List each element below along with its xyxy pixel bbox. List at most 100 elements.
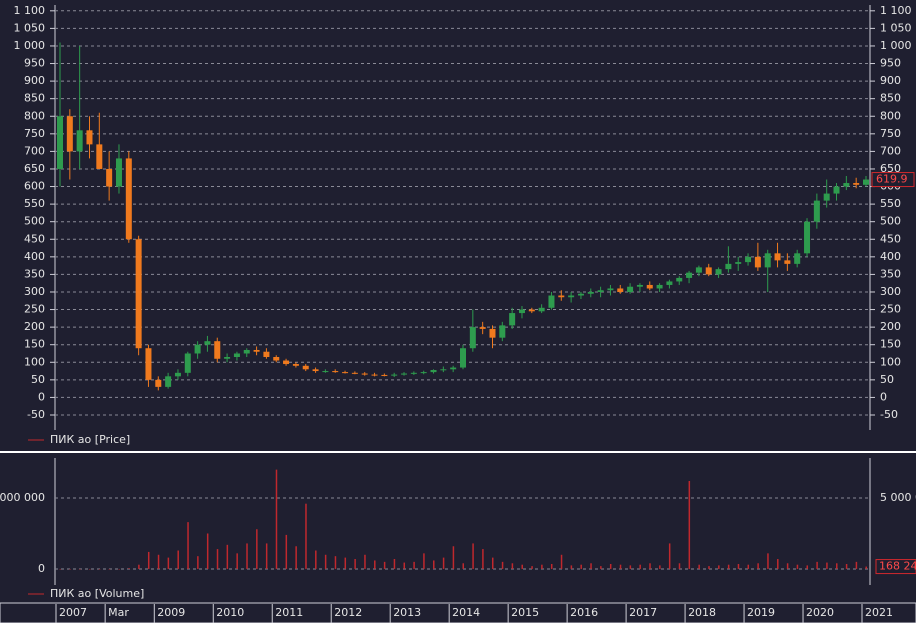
volume-bar <box>88 568 91 570</box>
y-tick-label-right: 750 <box>880 127 901 140</box>
candle-body <box>371 374 378 376</box>
volume-bar <box>403 562 406 569</box>
candle-body <box>587 291 594 294</box>
y-tick-label-right: 1 000 <box>880 39 912 52</box>
candle-body <box>784 260 791 264</box>
candle-body <box>224 357 231 359</box>
candle-body <box>813 200 820 222</box>
candle-body <box>705 267 712 275</box>
volume-bar <box>560 554 563 569</box>
x-tick-label: 2019 <box>747 606 775 619</box>
volume-bar <box>118 568 120 570</box>
x-tick-label: 2018 <box>688 606 716 619</box>
candle-body <box>302 365 309 370</box>
volume-bar <box>69 568 71 570</box>
volume-bar <box>275 469 278 569</box>
volume-bar <box>649 563 651 569</box>
volume-bar <box>629 565 632 569</box>
volume-bar <box>688 480 691 569</box>
candle-body <box>332 371 339 373</box>
y-tick-label-right: 100 <box>880 355 901 368</box>
candle-body <box>823 193 830 201</box>
x-tick-label: 2009 <box>157 606 185 619</box>
y-tick-label-right: 5 000 000 <box>880 491 916 504</box>
legend-price: ПИК ао [Price] <box>50 433 130 446</box>
volume-bar <box>128 568 130 569</box>
x-tick-label: 2014 <box>452 606 480 619</box>
candle-body <box>577 293 584 296</box>
candle-body <box>430 370 437 373</box>
y-tick-label-right: 200 <box>880 320 901 333</box>
last-volume-box <box>875 559 916 575</box>
candle-body <box>636 284 643 287</box>
candle-body <box>450 367 457 370</box>
volume-bar <box>433 560 435 569</box>
y-tick-label-right: 150 <box>880 338 901 351</box>
y-tick-label: 500 <box>24 215 45 228</box>
volume-bar <box>737 563 740 569</box>
candle-body <box>469 327 476 349</box>
volume-bar <box>845 563 848 569</box>
candle-body <box>283 360 290 365</box>
volume-bar <box>187 522 189 569</box>
candle-body <box>833 186 840 194</box>
candle-body <box>715 269 722 275</box>
candle-body <box>322 371 329 373</box>
volume-bar <box>413 561 415 569</box>
x-tick-label: 2010 <box>216 606 244 619</box>
candle-body <box>499 325 506 338</box>
candle-body <box>804 221 811 254</box>
legend-volume: ПИК ао [Volume] <box>50 587 144 600</box>
y-tick-label: 550 <box>24 197 45 210</box>
volume-bar <box>98 568 101 570</box>
candle-body <box>184 353 191 373</box>
volume-bar <box>265 543 268 569</box>
volume-bar <box>108 568 111 570</box>
volume-bar <box>462 563 464 569</box>
volume-bar <box>79 568 81 570</box>
x-tick-label: 2013 <box>393 606 421 619</box>
candle-body <box>312 369 319 372</box>
candle-body <box>666 281 673 285</box>
y-tick-label-right: 950 <box>880 57 901 70</box>
volume-bar <box>226 544 229 569</box>
candle-body <box>253 349 260 352</box>
volume-bar <box>619 564 622 569</box>
y-tick-label-right: 900 <box>880 74 901 87</box>
x-tick-label: Mar <box>108 606 129 619</box>
y-tick-label-right: 250 <box>880 303 901 316</box>
candle-body <box>607 288 614 291</box>
volume-bar <box>590 563 592 569</box>
volume-bar <box>256 529 258 569</box>
candle-body <box>794 253 801 264</box>
y-tick-label: 1 000 <box>14 39 46 52</box>
y-tick-label: 200 <box>24 320 45 333</box>
candle-body <box>57 116 63 169</box>
x-tick-label: 2015 <box>511 606 539 619</box>
y-tick-label-right: 0 <box>880 390 887 403</box>
y-tick-label: 5 000 000 <box>0 491 45 504</box>
volume-bar <box>501 561 504 569</box>
volume-bar <box>786 563 789 569</box>
volume-bar <box>757 563 759 569</box>
y-tick-label: -50 <box>27 408 45 421</box>
candle-body <box>489 328 496 338</box>
y-tick-label: 950 <box>24 57 45 70</box>
x-tick-label: 2016 <box>570 606 598 619</box>
volume-bar <box>442 557 445 569</box>
volume-bar <box>550 563 553 569</box>
volume-bar <box>177 550 179 569</box>
candle-body <box>381 374 388 376</box>
y-tick-label: 700 <box>24 144 45 157</box>
volume-bar <box>167 557 170 569</box>
y-tick-label-right: 1 100 <box>880 4 912 17</box>
candle-body <box>676 277 683 282</box>
candle-body <box>410 372 417 374</box>
volume-bar <box>491 557 494 569</box>
y-tick-label: 450 <box>24 232 45 245</box>
candle-body <box>361 373 368 375</box>
candle-body <box>843 183 850 187</box>
candle-body <box>528 309 535 312</box>
